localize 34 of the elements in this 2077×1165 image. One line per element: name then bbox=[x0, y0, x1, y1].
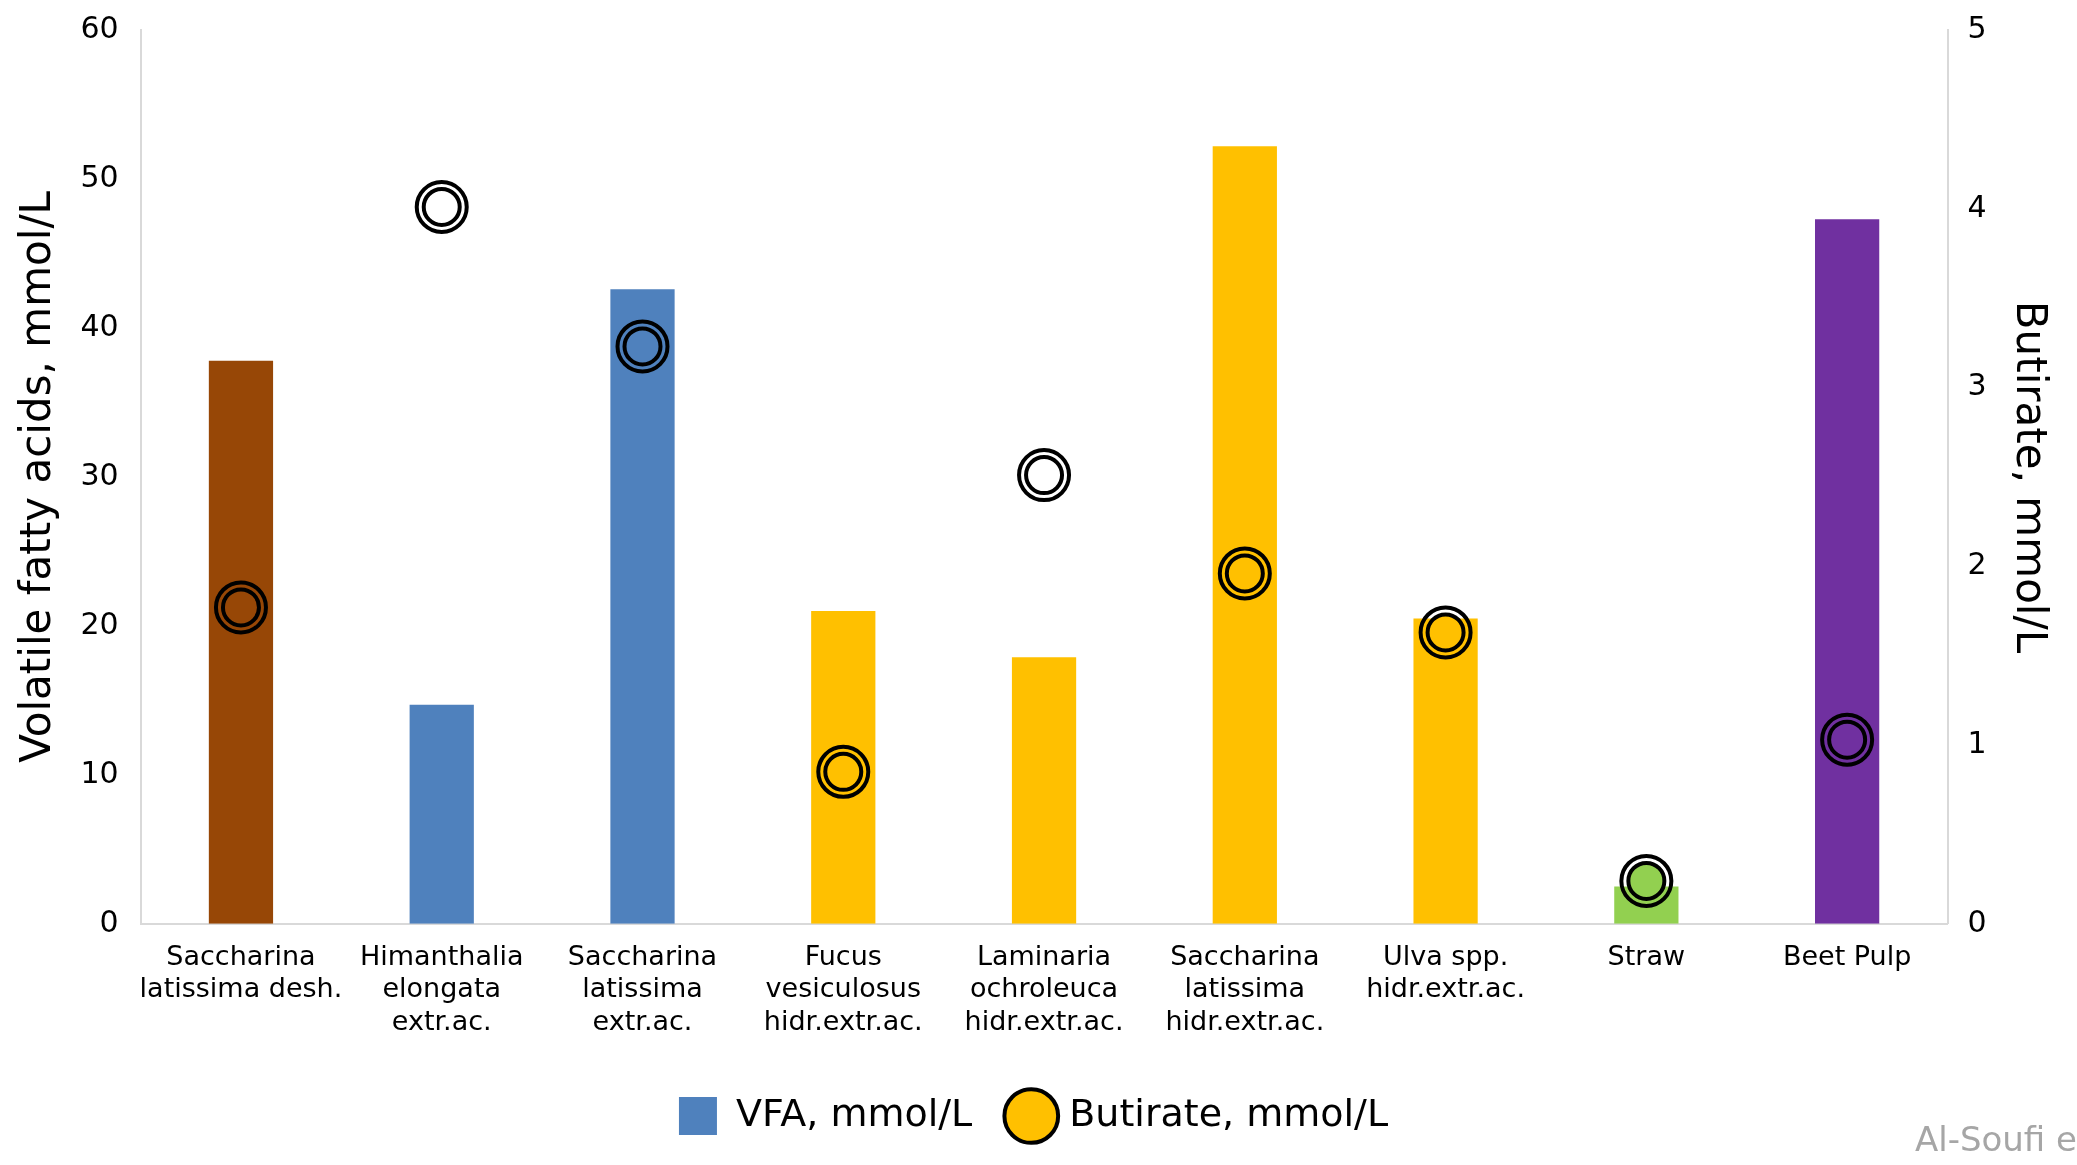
bar bbox=[1212, 146, 1277, 924]
y-axis-title: Volatile fatty acids, mmol/L bbox=[11, 190, 61, 763]
bar bbox=[610, 289, 675, 924]
legend-label: Butirate, mmol/L bbox=[1069, 1090, 1389, 1135]
y2-tick-label: 0 bbox=[1967, 903, 1987, 939]
y-tick-label: 50 bbox=[80, 158, 119, 194]
y-tick-label: 40 bbox=[80, 307, 119, 343]
x-tick-label: Saccharina latissima hidr.extr.ac. bbox=[1165, 940, 1325, 1036]
bar bbox=[1815, 219, 1880, 924]
y-tick-label: 30 bbox=[80, 456, 119, 492]
y2-tick-label: 1 bbox=[1967, 724, 1987, 760]
y2-axis-title: Butirate, mmol/L bbox=[2006, 300, 2056, 654]
text: Al-Soufi e bbox=[1914, 1119, 2077, 1159]
x-tick-label: Beet Pulp bbox=[1782, 940, 1912, 972]
bar bbox=[409, 704, 474, 924]
y-tick-label: 0 bbox=[99, 903, 119, 939]
y2-tick-label: 4 bbox=[1967, 188, 1987, 224]
x-tick-label: Laminaria ochroleuca hidr.extr.ac. bbox=[964, 940, 1124, 1036]
y-tick-label: 60 bbox=[80, 9, 119, 45]
x-tick-label: Fucus vesiculosus hidr.extr.ac. bbox=[763, 940, 923, 1036]
x-tick-label: Saccharina latissima desh. bbox=[139, 940, 343, 1004]
y-tick-label: 20 bbox=[80, 605, 119, 641]
y-tick-label: 10 bbox=[80, 754, 119, 790]
x-tick-label: Ulva spp. hidr.extr.ac. bbox=[1366, 940, 1526, 1004]
legend-label: VFA, mmol/L bbox=[735, 1090, 973, 1135]
bar bbox=[208, 360, 274, 924]
x-tick-label: Straw bbox=[1607, 940, 1686, 972]
bar bbox=[1011, 657, 1077, 924]
y2-tick-label: 5 bbox=[1967, 9, 1987, 45]
x-tick-label: Himanthalia elongata extr.ac. bbox=[359, 940, 524, 1036]
y2-tick-label: 3 bbox=[1967, 367, 1987, 403]
bar bbox=[811, 610, 876, 924]
y2-tick-label: 2 bbox=[1967, 546, 1987, 582]
x-tick-label: Saccharina latissima extr.ac. bbox=[567, 940, 718, 1036]
